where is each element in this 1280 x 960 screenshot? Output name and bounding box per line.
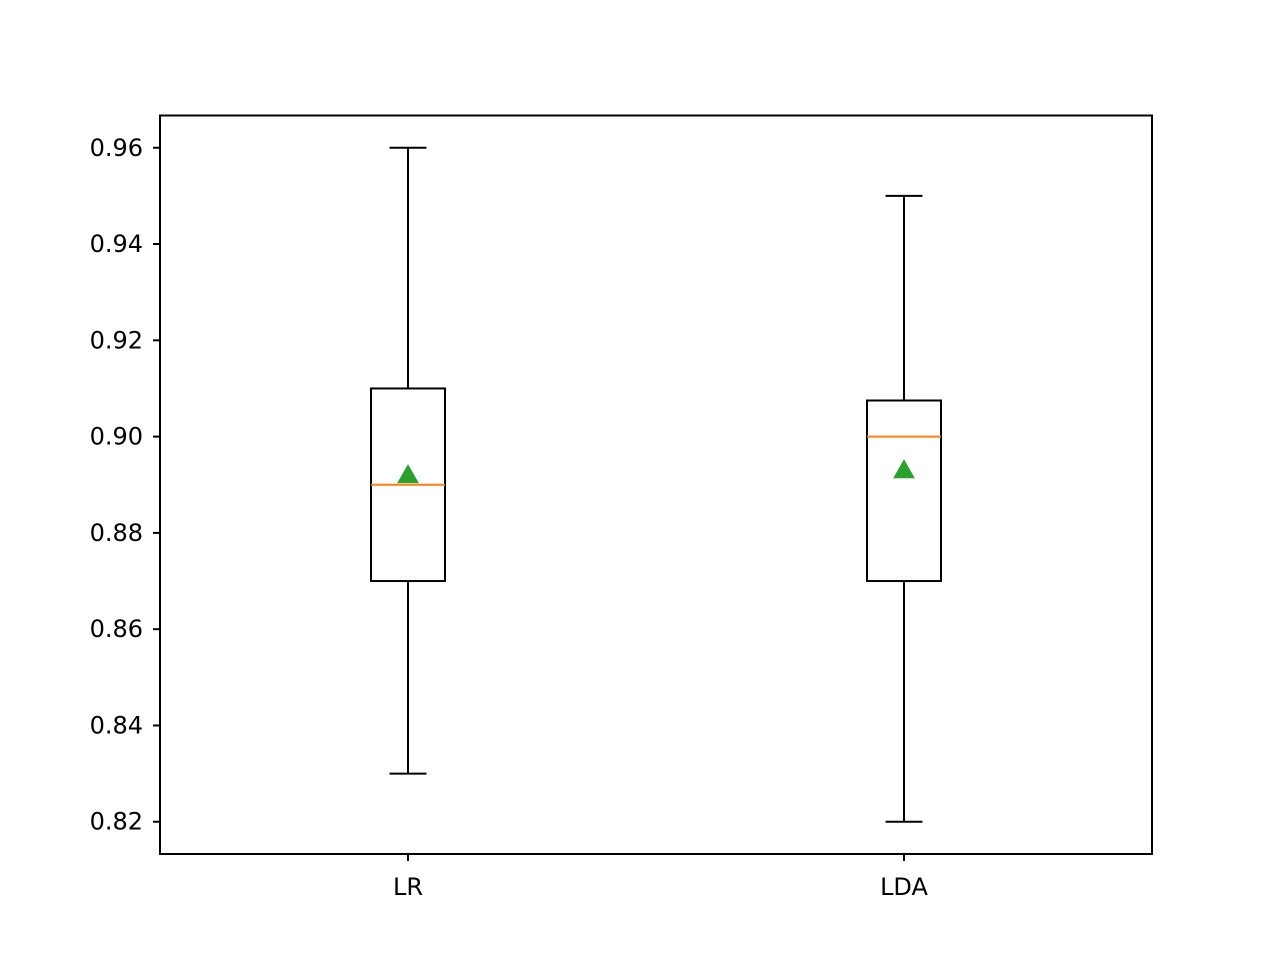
box-lda xyxy=(866,194,942,823)
y-tick-label: 0.86 xyxy=(90,615,143,643)
mean-marker xyxy=(397,464,419,484)
y-tick-label: 0.82 xyxy=(90,808,143,836)
x-axis: LR LDA xyxy=(393,854,929,901)
y-tick-label: 0.84 xyxy=(90,711,143,739)
y-tick-label: 0.94 xyxy=(90,230,143,258)
chart-marks xyxy=(370,146,942,823)
mean-marker xyxy=(893,459,915,479)
y-tick-label: 0.88 xyxy=(90,519,143,547)
y-tick-label: 0.96 xyxy=(90,134,143,162)
x-tick-label: LR xyxy=(393,873,423,901)
box-lr xyxy=(370,146,446,775)
x-tick-label: LDA xyxy=(880,873,928,901)
plot-frame xyxy=(159,114,1153,855)
y-tick-label: 0.90 xyxy=(90,423,143,451)
iqr-box xyxy=(866,399,942,583)
y-tick-label: 0.92 xyxy=(90,326,143,354)
y-axis: 0.82 0.84 0.86 0.88 0.90 0.92 0.94 0.96 xyxy=(90,134,160,836)
